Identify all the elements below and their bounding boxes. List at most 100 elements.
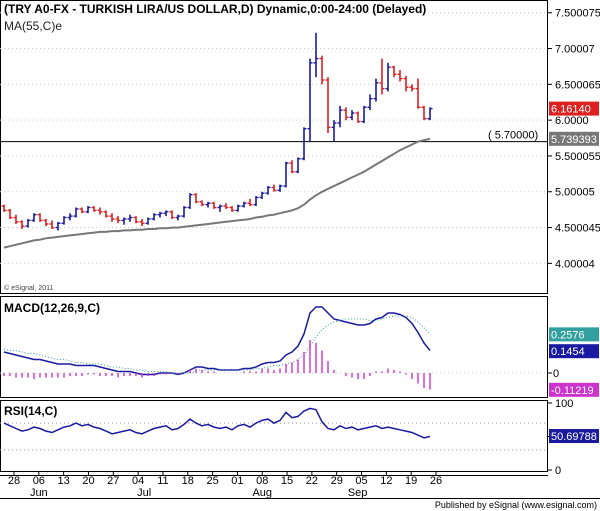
macd-label: MACD(12,26,9,C) bbox=[4, 301, 100, 315]
xaxis-day-label: 26 bbox=[430, 475, 442, 487]
price-candle bbox=[331, 120, 337, 142]
price-candle bbox=[247, 198, 253, 207]
xaxis-day-label: 29 bbox=[331, 475, 343, 487]
xaxis-day-label: 27 bbox=[107, 475, 119, 487]
price-candle bbox=[115, 216, 121, 224]
price-candle bbox=[265, 186, 271, 195]
xaxis-day-label: 13 bbox=[58, 475, 70, 487]
price-candle bbox=[217, 204, 223, 212]
rsi-ytick-label: 0 bbox=[555, 465, 561, 477]
price-candle bbox=[421, 105, 427, 121]
macd-line bbox=[3, 306, 431, 376]
rsi-badge-text: 50.69788 bbox=[551, 431, 597, 443]
price-candle bbox=[127, 214, 133, 222]
rsi-line bbox=[3, 407, 431, 439]
price-candle bbox=[151, 213, 157, 221]
price-candle bbox=[79, 207, 85, 214]
price-candle bbox=[133, 216, 139, 224]
price-candle bbox=[43, 218, 49, 227]
price-candle bbox=[193, 193, 199, 204]
xaxis-month-label: Jun bbox=[30, 487, 48, 499]
price-candle bbox=[373, 78, 379, 102]
macd-signal-badge: 0.2576 bbox=[549, 327, 599, 342]
xaxis-day-label: 08 bbox=[256, 475, 268, 487]
price-candle bbox=[361, 105, 367, 124]
xaxis-day-label: 22 bbox=[306, 475, 318, 487]
price-candle bbox=[415, 78, 421, 109]
xaxis-day-label: 19 bbox=[405, 475, 417, 487]
xaxis-day-label: 25 bbox=[206, 475, 218, 487]
price-candle bbox=[67, 213, 73, 221]
rsi-ytick-label: 100 bbox=[555, 398, 573, 410]
macd-zero-label: 0 bbox=[553, 368, 559, 380]
xaxis-month-label: Aug bbox=[252, 487, 272, 499]
macd-hist-badge-text: -0.11219 bbox=[551, 385, 594, 397]
macd-signal-badge-text: 0.2576 bbox=[551, 329, 585, 341]
price-candle bbox=[25, 218, 31, 228]
xaxis-month-label: Sep bbox=[348, 487, 368, 499]
price-candle bbox=[379, 58, 385, 95]
macd-badge-text: 0.1454 bbox=[551, 346, 585, 358]
xaxis-day-ticks: 28 06 13 20 27 04 11 18 25 01 08 15 22 29 05 12 19 26 bbox=[8, 472, 442, 487]
price-candle bbox=[277, 184, 283, 192]
macd-panel-border bbox=[0, 296, 548, 398]
price-candle bbox=[91, 206, 97, 212]
price-candle bbox=[1, 204, 7, 212]
price-candle bbox=[199, 200, 205, 207]
price-candle bbox=[163, 210, 169, 217]
price-candle bbox=[97, 207, 103, 215]
copyright-label: © eSignal, 2011 bbox=[4, 284, 54, 292]
xaxis-day-label: 18 bbox=[182, 475, 194, 487]
price-candle bbox=[223, 203, 229, 209]
price-yaxis: 7.500075 7.00007 6.500065 6.0000 5.500055 5.0… bbox=[548, 8, 600, 270]
xaxis-day-label: 11 bbox=[157, 475, 168, 487]
price-candle bbox=[13, 214, 19, 224]
price-candle bbox=[295, 157, 301, 174]
xaxis-day-label: 01 bbox=[231, 475, 243, 487]
price-candle bbox=[205, 201, 211, 208]
xaxis-day-label: 04 bbox=[132, 475, 144, 487]
price-ytick-label: 4.00004 bbox=[555, 258, 595, 270]
price-ytick-label: 6.0000 bbox=[555, 115, 589, 127]
price-candle bbox=[325, 77, 331, 134]
price-candle bbox=[49, 220, 55, 229]
macd-hist-badge: -0.11219 bbox=[549, 382, 599, 397]
price-candle bbox=[427, 107, 433, 121]
ma-badge-text: 5.739393 bbox=[551, 134, 597, 146]
ma-badge: 5.739393 bbox=[549, 131, 599, 146]
price-candle bbox=[139, 218, 145, 227]
price-candle bbox=[253, 196, 259, 207]
rsi-label: RSI(14,C) bbox=[4, 404, 57, 418]
price-candle bbox=[301, 127, 307, 161]
price-ytick-label: 7.00007 bbox=[555, 44, 595, 56]
price-candle bbox=[343, 107, 349, 121]
price-candle bbox=[7, 208, 13, 219]
ma-label: MA(55,C)e bbox=[4, 19, 62, 33]
xaxis-months: Jun Jul Aug Sep bbox=[30, 487, 367, 499]
ma-line bbox=[3, 137, 431, 249]
price-candle bbox=[307, 58, 313, 142]
price-candle bbox=[169, 210, 175, 219]
price-candle bbox=[391, 65, 397, 78]
price-candle bbox=[73, 207, 79, 218]
support-level-label: ( 5.70000) bbox=[488, 130, 538, 142]
rsi-panel-border bbox=[0, 400, 548, 472]
price-candle bbox=[289, 160, 295, 174]
price-candle bbox=[319, 55, 325, 85]
xaxis-day-label: 06 bbox=[33, 475, 45, 487]
price-candle bbox=[403, 75, 409, 92]
price-candle bbox=[85, 206, 91, 214]
xaxis-day-label: 20 bbox=[82, 475, 94, 487]
xaxis-day-label: 12 bbox=[380, 475, 392, 487]
xaxis-day-label: 15 bbox=[281, 475, 293, 487]
footer-credit: Published by eSignal (www.esignal.com) bbox=[435, 500, 597, 510]
xaxis-month-label: Jul bbox=[137, 487, 151, 499]
price-candle bbox=[337, 105, 343, 128]
price-candle bbox=[241, 201, 247, 208]
price-candle bbox=[175, 214, 181, 221]
price-candle bbox=[229, 206, 235, 212]
price-candle bbox=[145, 217, 151, 225]
price-candle bbox=[283, 161, 289, 188]
price-badge: 6.16140 bbox=[549, 101, 599, 116]
